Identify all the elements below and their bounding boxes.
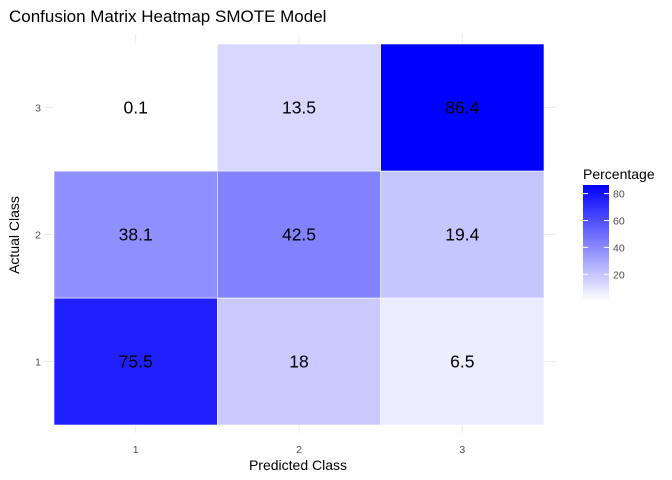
cell-label-actual-3-predicted-1: 0.1 bbox=[124, 98, 148, 118]
cell-label-actual-1-predicted-2: 18 bbox=[289, 352, 308, 372]
cell-label-actual-1-predicted-1: 75.5 bbox=[119, 352, 153, 372]
x-axis-ticks: 1 2 3 bbox=[133, 444, 466, 456]
legend-ticks: 20 40 60 80 bbox=[583, 189, 625, 281]
heatmap-cell-actual-3-predicted-2 bbox=[217, 43, 381, 172]
heatmap-cells bbox=[53, 43, 545, 426]
legend-tick-label-20: 20 bbox=[613, 269, 625, 281]
heatmap-cell-actual-2-predicted-3 bbox=[380, 170, 545, 299]
legend-colorbar bbox=[583, 185, 609, 301]
x-tick-label-1: 1 bbox=[133, 444, 139, 456]
y-tick-label-1: 1 bbox=[35, 357, 41, 369]
y-axis-title: Actual Class bbox=[6, 196, 22, 274]
cell-label-actual-3-predicted-2: 13.5 bbox=[282, 98, 316, 118]
legend-tick-label-80: 80 bbox=[613, 189, 625, 201]
x-tick-label-3: 3 bbox=[459, 444, 465, 456]
heatmap-cell-actual-3-predicted-3 bbox=[380, 43, 545, 172]
chart-title: Confusion Matrix Heatmap SMOTE Model bbox=[9, 7, 326, 26]
cell-label-actual-2-predicted-1: 38.1 bbox=[119, 225, 153, 245]
heatmap-cell-actual-2-predicted-2 bbox=[217, 170, 381, 299]
legend-tick-label-40: 40 bbox=[613, 242, 625, 254]
cell-labels: 75.5 18 6.5 38.1 42.5 19.4 0.1 13.5 86.4 bbox=[119, 98, 480, 372]
legend-title: Percentage bbox=[583, 166, 655, 182]
y-tick-label-3: 3 bbox=[35, 103, 41, 115]
legend: Percentage 20 40 60 80 bbox=[583, 166, 655, 301]
x-axis-title: Predicted Class bbox=[249, 457, 347, 473]
heatmap-cell-actual-1-predicted-3 bbox=[380, 297, 545, 426]
x-tick-label-2: 2 bbox=[296, 444, 302, 456]
heatmap-cell-actual-3-predicted-1 bbox=[53, 43, 218, 172]
y-tick-label-2: 2 bbox=[35, 230, 41, 242]
heatmap-cell-actual-1-predicted-1 bbox=[53, 297, 218, 426]
y-axis-ticks: 1 2 3 bbox=[35, 103, 41, 369]
legend-tick-label-60: 60 bbox=[613, 215, 625, 227]
cell-label-actual-1-predicted-3: 6.5 bbox=[450, 352, 474, 372]
cell-label-actual-2-predicted-2: 42.5 bbox=[282, 225, 316, 245]
cell-label-actual-3-predicted-3: 86.4 bbox=[445, 98, 479, 118]
cell-label-actual-2-predicted-3: 19.4 bbox=[445, 225, 479, 245]
